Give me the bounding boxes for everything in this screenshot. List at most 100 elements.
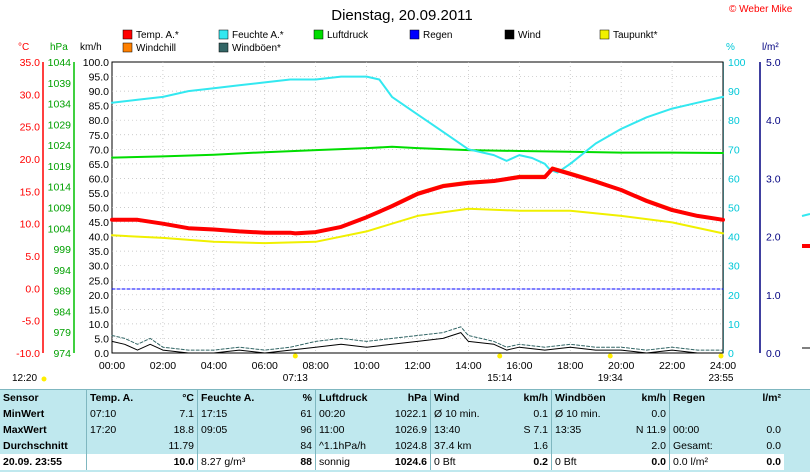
pressure-tick-label: 1019 bbox=[48, 161, 72, 173]
x-tick-label: 12:00 bbox=[404, 360, 430, 372]
legend-label: Taupunkt* bbox=[613, 30, 658, 41]
wind-tick-label: 70.0 bbox=[89, 144, 110, 156]
wind-tick-label: 30.0 bbox=[89, 261, 110, 273]
humidity-tick-label: 40 bbox=[728, 232, 740, 244]
wind-tick-label: 45.0 bbox=[89, 217, 110, 229]
pressure-axis-unit: hPa bbox=[50, 42, 68, 53]
weather-chart: Dienstag, 20.09.2011 © Weber Mike Temp. … bbox=[12, 4, 810, 384]
humidity-tick-label: 20 bbox=[728, 290, 740, 302]
x-tick-label: 20:00 bbox=[608, 360, 634, 372]
legend-swatch bbox=[218, 29, 229, 40]
series bbox=[110, 75, 725, 354]
humidity-tick-label: 70 bbox=[728, 144, 740, 156]
legend-label: Regen bbox=[423, 30, 452, 41]
pressure-tick-label: 1044 bbox=[48, 57, 72, 69]
series-line-gusts bbox=[111, 326, 724, 351]
humidity-tick-label: 90 bbox=[728, 86, 740, 98]
legend-label: Windchill bbox=[136, 43, 176, 54]
humidity-tick-label: 30 bbox=[728, 261, 740, 273]
plot-frame bbox=[111, 61, 724, 354]
legend-label: Feuchte A.* bbox=[232, 30, 284, 41]
event-time-label: 23:55 bbox=[708, 373, 733, 384]
summary-header: Sensor Temp. A. °C Feuchte A. % Luftdruc… bbox=[3, 390, 781, 406]
wind-tick-label: 20.0 bbox=[89, 290, 110, 302]
temp-tick-label: 5.0 bbox=[25, 251, 40, 263]
summary-row-min: MinWert 07:10 7.1 17:15 61 00:20 1022.1 … bbox=[0, 406, 784, 422]
wind-tick-label: 100.0 bbox=[83, 57, 109, 69]
x-tick-label: 24:00 bbox=[710, 360, 736, 372]
wind-tick-label: 90.0 bbox=[89, 86, 110, 98]
wind-tick-label: 65.0 bbox=[89, 159, 110, 171]
summary-row-max: MaxWert 17:20 18.8 09:05 96 11:00 1026.9… bbox=[3, 422, 781, 438]
event-time-label: 07:13 bbox=[283, 373, 308, 384]
x-tick-label: 02:00 bbox=[150, 360, 176, 372]
legend-swatch bbox=[504, 29, 515, 40]
sun-icon bbox=[718, 353, 724, 359]
x-tick-label: 00:00 bbox=[99, 360, 125, 372]
event-time-label: 15:14 bbox=[487, 373, 512, 384]
wind-tick-label: 60.0 bbox=[89, 173, 110, 185]
x-tick-label: 22:00 bbox=[659, 360, 685, 372]
temp-tick-label: 15.0 bbox=[20, 186, 41, 198]
wind-tick-label: 40.0 bbox=[89, 232, 110, 244]
pressure-tick-label: 1039 bbox=[48, 78, 72, 90]
legend-item: Luftdruck bbox=[313, 29, 369, 41]
credit-text: © Weber Mike bbox=[729, 4, 793, 15]
pressure-tick-label: 999 bbox=[53, 244, 71, 256]
rain-tick-label: 1.0 bbox=[766, 290, 781, 302]
temp-tick-label: 30.0 bbox=[20, 89, 41, 101]
series-line-pressure bbox=[111, 145, 724, 159]
event-marker: 07:13 bbox=[283, 353, 308, 384]
event-time-label: 19:34 bbox=[598, 373, 623, 384]
legend-label: Luftdruck bbox=[327, 30, 369, 41]
pressure-tick-label: 1004 bbox=[48, 223, 72, 235]
wind-axis-unit: km/h bbox=[80, 42, 102, 53]
humidity-tick-label: 50 bbox=[728, 203, 740, 215]
x-tick-label: 06:00 bbox=[252, 360, 278, 372]
legend-label: Temp. A.* bbox=[136, 30, 179, 41]
legend-swatch bbox=[599, 29, 610, 40]
x-tick-label: 04:00 bbox=[201, 360, 227, 372]
pressure-tick-label: 974 bbox=[53, 348, 71, 360]
rain-tick-label: 2.0 bbox=[766, 232, 781, 244]
temp-tick-label: 0.0 bbox=[25, 283, 40, 295]
sun-icon bbox=[292, 353, 298, 359]
rain-tick-label: 0.0 bbox=[766, 348, 781, 360]
humidity-tick-label: 60 bbox=[728, 173, 740, 185]
rain-tick-label: 3.0 bbox=[766, 173, 781, 185]
pressure-tick-label: 1014 bbox=[48, 182, 72, 194]
x-axis: 00:00 02:00 04:00 06:00 08:00 10:00 12:00 14:00… bbox=[99, 360, 736, 372]
temp-tick-label: 25.0 bbox=[20, 122, 41, 134]
sun-icon bbox=[41, 376, 47, 382]
legend-label: Windböen* bbox=[232, 43, 281, 54]
series-line-wind bbox=[111, 332, 724, 354]
series-line-humidity bbox=[111, 75, 724, 174]
event-labels: 12:20 07:13 15:14 19:34 23:55 bbox=[12, 353, 734, 384]
humidity-tick-label: 0 bbox=[728, 348, 734, 360]
wind-tick-label: 25.0 bbox=[89, 275, 110, 287]
legend-item: Wind bbox=[504, 29, 541, 41]
wind-tick-label: 80.0 bbox=[89, 115, 110, 127]
wind-tick-label: 55.0 bbox=[89, 188, 110, 200]
wind-tick-label: 50.0 bbox=[89, 203, 110, 215]
legend: Temp. A.* Feuchte A.* Luftdruck Regen Wind Ta… bbox=[122, 29, 658, 54]
wind-tick-label: 10.0 bbox=[89, 319, 110, 331]
temp-tick-label: 35.0 bbox=[20, 57, 41, 69]
legend-swatch bbox=[313, 29, 324, 40]
temp-tick-label: -5.0 bbox=[22, 316, 40, 328]
legend-label: Wind bbox=[518, 30, 541, 41]
wind-tick-label: 15.0 bbox=[89, 304, 110, 316]
temp-tick-label: -10.0 bbox=[16, 348, 40, 360]
legend-swatch bbox=[218, 42, 229, 53]
rain-axis-unit: l/m² bbox=[762, 42, 779, 53]
chart-title: Dienstag, 20.09.2011 bbox=[331, 7, 473, 24]
pressure-tick-label: 994 bbox=[53, 265, 71, 277]
rain-tick-label: 4.0 bbox=[766, 115, 781, 127]
x-tick-label: 14:00 bbox=[455, 360, 481, 372]
wind-tick-label: 85.0 bbox=[89, 101, 110, 113]
rain-tick-label: 5.0 bbox=[766, 57, 781, 69]
temp-tick-label: 20.0 bbox=[20, 154, 41, 166]
summary-row-current: 20.09. 23:55 10.0 8.27 g/m³ 88 sonnig 10… bbox=[0, 454, 784, 470]
axis-ticks: 35.0 30.0 25.0 20.0 15.0 10.0 5.0 0.0 -5.0 -10.0 1… bbox=[16, 57, 781, 360]
wind-tick-label: 95.0 bbox=[89, 72, 110, 84]
